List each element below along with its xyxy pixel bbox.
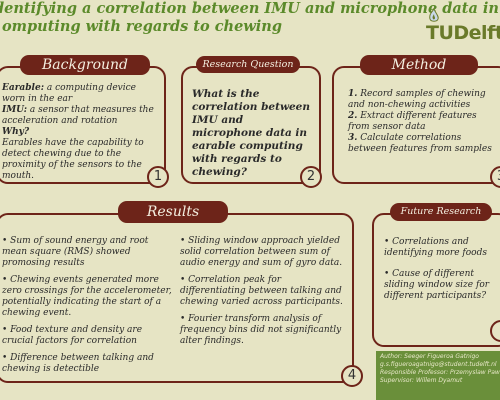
- background-section: [0, 66, 166, 184]
- author-info-box: Author: Seeger Figueroa Gatnigo g.s.figu…: [376, 351, 500, 400]
- method-section: [332, 66, 500, 184]
- author-line: Supervisor: Willem Dyamut: [380, 377, 463, 384]
- method-list: 1. Record samples of chewing and non-che…: [348, 89, 500, 155]
- poster-title: dentifying a correlation between IMU and…: [0, 0, 500, 36]
- section-number-1: 1: [147, 166, 169, 188]
- flame-icon: [429, 8, 439, 22]
- method-item-text: Extract different features from sensor d…: [348, 111, 477, 132]
- author-line: Author: Seeger Figueroa Gatnigo: [380, 353, 479, 360]
- method-item: 2. Extract different features from senso…: [348, 111, 500, 133]
- imu-term: IMU:: [2, 105, 28, 115]
- results-right-column: • Sliding window approach yielded solid …: [180, 236, 348, 353]
- method-item-text: Calculate correlations between features …: [348, 133, 492, 154]
- research-question-section: [181, 66, 321, 184]
- method-item-num: 1.: [348, 89, 358, 99]
- section-number-3: 3: [490, 166, 500, 188]
- results-bullet: • Fourier transform analysis of frequenc…: [180, 314, 342, 346]
- earable-def: a computing device worn in the ear: [2, 83, 136, 104]
- research-question-text: What is the correlation between IMU and …: [192, 88, 310, 178]
- background-text: Earable: a computing device worn in the …: [2, 83, 160, 182]
- method-item-text: Record samples of chewing and non-chewin…: [348, 89, 486, 110]
- author-line: Responsible Professor: Przemyslaw Pawe: [380, 369, 500, 376]
- future-research-header: Future Research: [390, 203, 492, 221]
- section-number-2: 2: [300, 166, 322, 188]
- results-left-column: • Sum of sound energy and root mean squa…: [2, 236, 174, 381]
- background-header: Background: [20, 55, 150, 75]
- method-item-num: 2.: [348, 111, 358, 121]
- why-term: Why?: [2, 127, 30, 137]
- title-line-2: omputing with regards to chewing: [2, 18, 282, 35]
- method-item: 3. Calculate correlations between featur…: [348, 133, 500, 155]
- earable-term: Earable:: [2, 83, 45, 93]
- results-bullet: • Chewing events generated more zero cro…: [2, 275, 172, 318]
- results-bullet: • Sliding window approach yielded solid …: [180, 236, 343, 268]
- future-research-item: • Correlations and identifying more food…: [384, 237, 487, 258]
- research-question-header: Research Question: [196, 56, 300, 73]
- results-bullet: • Correlation peak for differentiating b…: [180, 275, 343, 307]
- future-research-list: • Correlations and identifying more food…: [384, 237, 496, 308]
- results-bullet: • Difference between talking and chewing…: [2, 353, 154, 374]
- method-item-num: 3.: [348, 133, 358, 143]
- results-header: Results: [118, 201, 228, 223]
- author-line: g.s.figueroagatnigo@student.tudelft.nl: [380, 361, 497, 368]
- method-header: Method: [360, 55, 478, 75]
- why-text: Earables have the capability to detect c…: [2, 138, 144, 181]
- title-line-1: dentifying a correlation between IMU and…: [0, 0, 500, 17]
- method-item: 1. Record samples of chewing and non-che…: [348, 89, 500, 111]
- results-bullet: • Food texture and density are crucial f…: [2, 325, 143, 346]
- results-bullet: • Sum of sound energy and root mean squa…: [2, 236, 149, 268]
- future-research-section: [372, 213, 500, 347]
- future-research-item: • Cause of different sliding window size…: [384, 269, 490, 301]
- logo-text: TUDelft: [426, 22, 500, 44]
- section-number-4: 4: [341, 365, 363, 387]
- imu-def: a sensor that measures the acceleration …: [2, 105, 154, 126]
- tudelft-logo: TUDelft: [426, 8, 500, 44]
